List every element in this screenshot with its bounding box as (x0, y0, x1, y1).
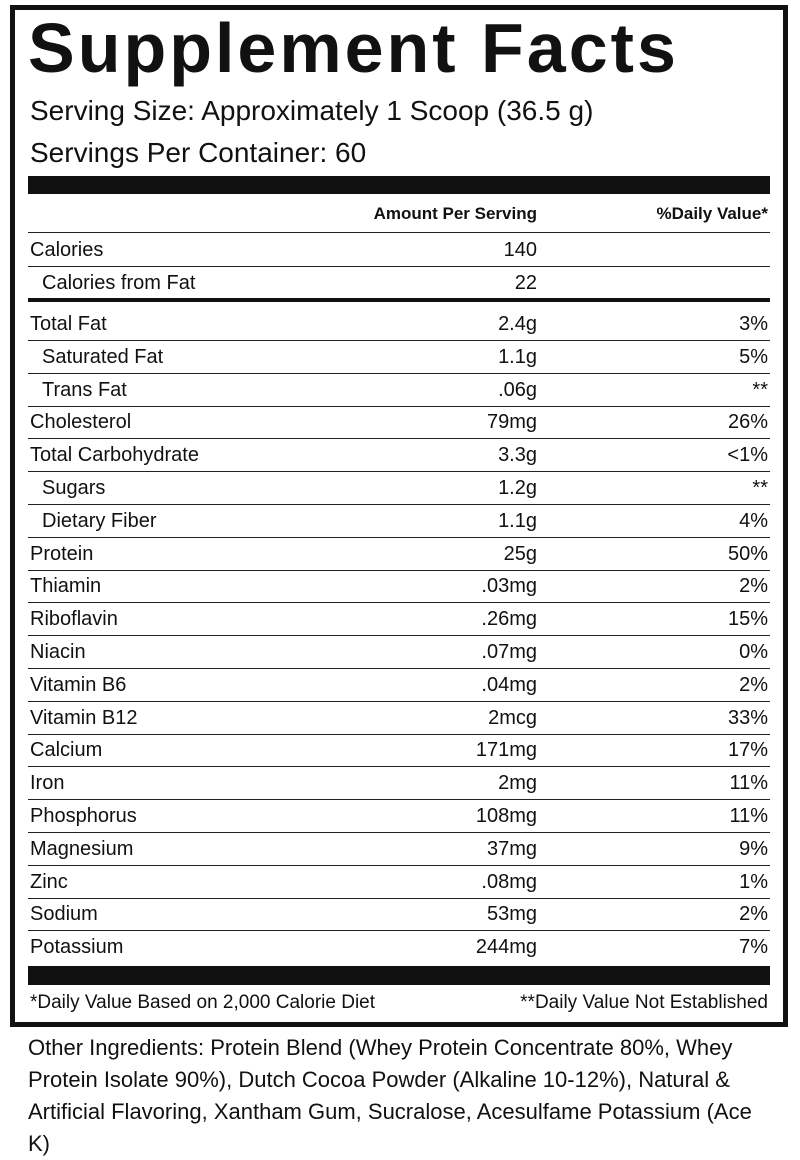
footnote: **Daily Value Not Established (520, 992, 768, 1013)
nutrient-amount: 22 (514, 272, 537, 294)
row-rule (28, 504, 770, 505)
daily-value: 50% (727, 542, 768, 565)
daily-value: 33% (727, 706, 768, 729)
nutrient-amount: 108mg (475, 805, 537, 827)
nutrient-amount: .03mg (481, 575, 537, 598)
daily-value: 17% (727, 739, 768, 762)
nutrient-name: Phosphorus (30, 805, 137, 827)
thick-rule (28, 298, 770, 302)
nutrient-name: Calcium (30, 739, 103, 762)
nutrient-amount: .07mg (481, 641, 537, 663)
nutrient-amount: 3.3g (498, 444, 537, 467)
nutrient-amount: 171mg (475, 739, 537, 762)
daily-value: 3% (739, 313, 768, 335)
nutrient-amount: 2mcg (488, 706, 537, 729)
row-rule (28, 471, 770, 473)
row-rule (28, 372, 770, 374)
row-rule (28, 405, 770, 407)
daily-value: 4% (739, 509, 768, 532)
nutrient-name: Riboflavin (30, 608, 118, 631)
thick-bar (28, 176, 770, 194)
nutrient-name: Calories (30, 239, 104, 261)
nutrient-amount: 1.2g (498, 477, 537, 499)
nutrient-amount: .06g (498, 378, 537, 401)
nutrient-name: Dietary Fiber (42, 509, 157, 532)
nutrient-amount: 2mg (498, 772, 537, 795)
daily-value: ** (752, 477, 768, 499)
row-rule (28, 700, 770, 702)
nutrient-name: Trans Fat (42, 378, 127, 401)
daily-value: ** (752, 378, 768, 401)
daily-value: <1% (727, 444, 768, 467)
nutrient-amount: 79mg (486, 411, 537, 434)
daily-value: 2% (739, 575, 768, 598)
label-title: Supplement Facts (28, 9, 679, 87)
serving-size: Serving Size: Approximately 1 Scoop (36.… (30, 95, 594, 126)
nutrient-amount: 1.1g (498, 509, 537, 532)
nutrient-amount: 244mg (475, 936, 537, 959)
row-rule (28, 864, 770, 866)
row-rule (28, 536, 770, 538)
daily-value: 2% (739, 673, 768, 696)
nutrient-amount: .04mg (481, 673, 537, 696)
thick-bar (28, 966, 770, 985)
row-rule (28, 733, 770, 735)
daily-value: 11% (729, 772, 768, 795)
nutrient-name: Total Fat (30, 313, 107, 335)
nutrient-name: Vitamin B6 (30, 673, 127, 696)
nutrient-name: Calories from Fat (42, 272, 196, 294)
daily-value: 9% (739, 837, 768, 860)
nutrient-name: Sugars (42, 477, 106, 499)
nutrient-amount: 2.4g (498, 313, 537, 335)
row-rule (28, 266, 770, 267)
label-border (10, 5, 788, 1027)
nutrient-name: Zinc (30, 870, 68, 893)
nutrient-amount: 1.1g (498, 345, 537, 368)
daily-value: 11% (729, 805, 768, 827)
daily-value: 1% (739, 870, 768, 893)
nutrient-amount: .08mg (481, 870, 537, 893)
daily-value: 2% (739, 903, 768, 926)
row-rule (28, 602, 770, 604)
column-header: Amount Per Serving (373, 204, 537, 223)
daily-value: 5% (739, 345, 768, 368)
row-rule (28, 438, 770, 440)
row-rule (28, 232, 770, 233)
nutrient-name: Sodium (30, 903, 98, 926)
nutrient-name: Potassium (30, 936, 124, 959)
servings-per-container: Servings Per Container: 60 (30, 137, 367, 168)
row-rule (28, 569, 770, 571)
row-rule (28, 668, 770, 669)
row-rule (28, 799, 770, 801)
other-ingredients: Other Ingredients: Protein Blend (Whey P… (28, 1035, 752, 1156)
nutrient-amount: 25g (503, 542, 537, 565)
row-rule (28, 832, 770, 833)
nutrient-amount: .26mg (481, 608, 537, 631)
nutrient-name: Cholesterol (30, 411, 132, 434)
nutrient-amount: 37mg (486, 837, 537, 860)
nutrient-name: Protein (30, 542, 94, 565)
row-rule (28, 340, 770, 341)
row-rule (28, 766, 770, 768)
row-rule (28, 897, 770, 899)
nutrient-name: Magnesium (30, 837, 134, 860)
nutrient-amount: 140 (503, 239, 537, 261)
nutrient-name: Iron (30, 772, 65, 795)
footnote: *Daily Value Based on 2,000 Calorie Diet (30, 992, 376, 1013)
daily-value: 0% (739, 641, 768, 663)
nutrient-name: Vitamin B12 (30, 706, 138, 729)
daily-value: 15% (727, 608, 768, 631)
daily-value: 26% (727, 411, 768, 434)
nutrient-name: Saturated Fat (42, 345, 164, 368)
row-rule (28, 635, 770, 637)
nutrient-name: Niacin (30, 641, 86, 663)
nutrient-amount: 53mg (486, 903, 537, 926)
nutrient-name: Thiamin (30, 575, 102, 598)
daily-value: 7% (739, 936, 768, 959)
column-header: %Daily Value* (656, 204, 768, 223)
row-rule (28, 930, 770, 932)
nutrient-name: Total Carbohydrate (30, 444, 199, 467)
